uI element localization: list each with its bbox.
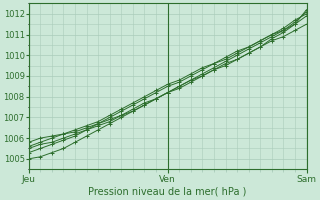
X-axis label: Pression niveau de la mer( hPa ): Pression niveau de la mer( hPa ) (88, 187, 247, 197)
